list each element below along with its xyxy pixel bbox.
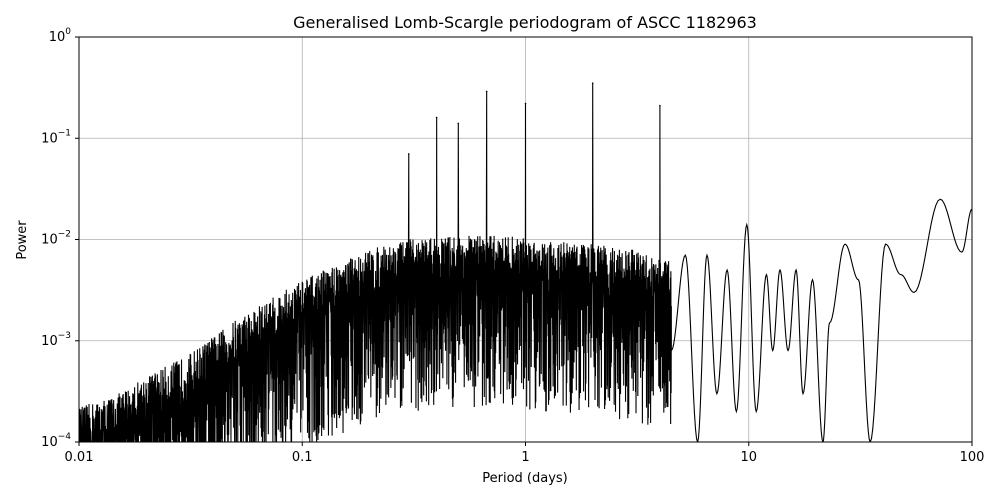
peak-point xyxy=(591,82,594,84)
x-tick-label: 10 xyxy=(740,450,757,465)
y-tick-label: 10−2 xyxy=(41,230,71,248)
peak-point xyxy=(659,104,661,107)
y-tick-exponent: 0 xyxy=(65,27,71,37)
periodogram-line xyxy=(79,83,972,442)
y-tick-exponent: −1 xyxy=(58,128,71,138)
x-tick-label: 100 xyxy=(960,450,985,465)
y-tick-base: 10 xyxy=(49,30,66,45)
y-tick-exponent: −2 xyxy=(58,230,71,240)
peak-point xyxy=(457,122,460,125)
y-tick-base: 10 xyxy=(41,334,58,349)
chart-title: Generalised Lomb-Scargle periodogram of … xyxy=(293,13,757,32)
y-tick-label: 10−4 xyxy=(41,432,71,450)
y-tick-base: 10 xyxy=(41,435,58,450)
y-axis-label: Power xyxy=(15,220,30,260)
y-tick-label: 10−3 xyxy=(41,331,71,349)
peak-point xyxy=(485,90,488,93)
peak-point xyxy=(407,153,410,155)
x-axis-label: Period (days) xyxy=(482,471,568,486)
y-tick-label: 10−1 xyxy=(41,128,71,146)
plot-area xyxy=(79,82,972,442)
y-tick-exponent: −3 xyxy=(58,331,71,341)
peak-point xyxy=(435,116,438,119)
y-tick-exponent: −4 xyxy=(58,432,72,442)
y-tick-label: 100 xyxy=(49,27,72,45)
y-tick-base: 10 xyxy=(41,233,58,248)
x-tick-label: 1 xyxy=(521,450,529,465)
y-tick-base: 10 xyxy=(41,131,58,146)
x-tick-label: 0.1 xyxy=(292,450,313,465)
x-axis-ticks: 0.01 0.1 1 10 100 xyxy=(65,442,985,465)
peak-point xyxy=(524,102,527,105)
x-tick-label: 0.01 xyxy=(65,450,94,465)
